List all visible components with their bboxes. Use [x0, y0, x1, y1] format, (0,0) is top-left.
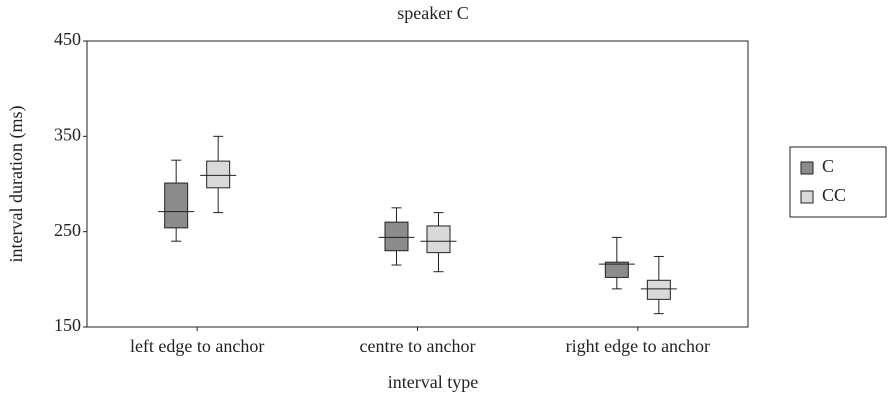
legend-swatch	[800, 190, 814, 204]
box	[384, 221, 409, 252]
legend-label: C	[822, 156, 834, 176]
box	[604, 261, 629, 278]
legend-frame	[789, 146, 887, 218]
y-tick-label: 350	[54, 124, 81, 144]
box	[646, 279, 671, 300]
x-tick-label: right edge to anchor	[566, 336, 710, 356]
x-tick-label: centre to anchor	[360, 336, 476, 356]
legend-swatch	[800, 161, 814, 175]
box	[426, 225, 451, 254]
x-axis-label: interval type	[388, 372, 478, 392]
x-tick-label: left edge to anchor	[130, 336, 264, 356]
box	[206, 160, 231, 189]
y-axis-label: interval duration (ms)	[6, 106, 27, 263]
chart-title: speaker C	[397, 3, 468, 23]
box	[164, 182, 189, 229]
y-tick-label: 250	[54, 220, 81, 240]
y-tick-label: 450	[54, 29, 81, 49]
legend-label: CC	[822, 185, 846, 205]
y-tick-label: 150	[54, 315, 81, 335]
